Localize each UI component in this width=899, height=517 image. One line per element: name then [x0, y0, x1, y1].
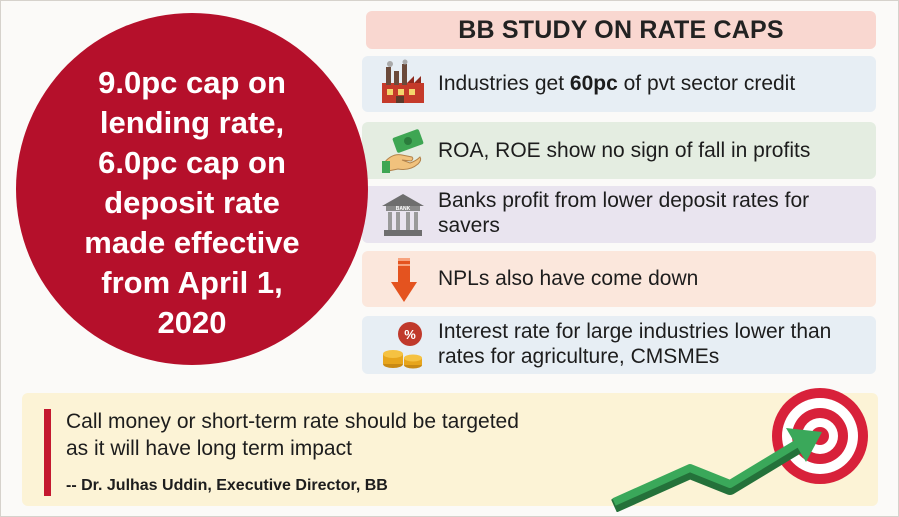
finding-text-3: Banks profit from lower deposit rates fo… [438, 189, 810, 237]
circle-line: 6.0pc cap on [98, 145, 286, 180]
quote-attribution: -- Dr. Julhas Uddin, Executive Director,… [66, 477, 388, 494]
finding-text-4: NPLs also have come down [438, 267, 699, 290]
circle-line: from April 1, [101, 265, 283, 300]
finding-row-3 [362, 186, 876, 243]
finding-highlight: 60pc [569, 72, 618, 95]
policy-circle [16, 13, 368, 365]
finding-text-5: Interest rate for large industries lower… [438, 320, 832, 368]
circle-line: deposit rate [104, 185, 280, 220]
finding-text-1: Industries get 60pc of pvt sector credit [438, 72, 796, 95]
infographic-title: BB STUDY ON RATE CAPS [458, 16, 784, 44]
quote-accent-bar [44, 409, 51, 496]
target-arrow-icon [611, 388, 868, 512]
down-arrow-icon [391, 258, 417, 302]
quote-line-2: as it will have long term impact [66, 437, 352, 460]
finding-text-2: ROA, ROE show no sign of fall in profits [438, 139, 811, 162]
finding-row-1 [362, 56, 876, 112]
circle-line: lending rate, [99, 105, 285, 140]
bank-icon: BANK [382, 194, 424, 236]
svg-text:%: % [404, 327, 416, 342]
finding-row-2 [362, 122, 876, 179]
circle-line: 2020 [157, 305, 227, 340]
svg-text:BANK: BANK [396, 206, 411, 212]
factory-icon [382, 59, 424, 103]
finding-row-5 [362, 316, 876, 374]
circle-line: made effective [84, 225, 300, 260]
finding-row-4 [362, 251, 876, 307]
percent-coins-icon: % [383, 322, 422, 369]
money-hand-icon [382, 129, 424, 173]
header-bar [366, 11, 876, 49]
quote-line-1: Call money or short-term rate should be … [66, 410, 519, 433]
policy-circle-text: 9.0pc cap on lending rate, 6.0pc cap on … [46, 63, 338, 343]
circle-line: 9.0pc cap on [98, 65, 286, 100]
